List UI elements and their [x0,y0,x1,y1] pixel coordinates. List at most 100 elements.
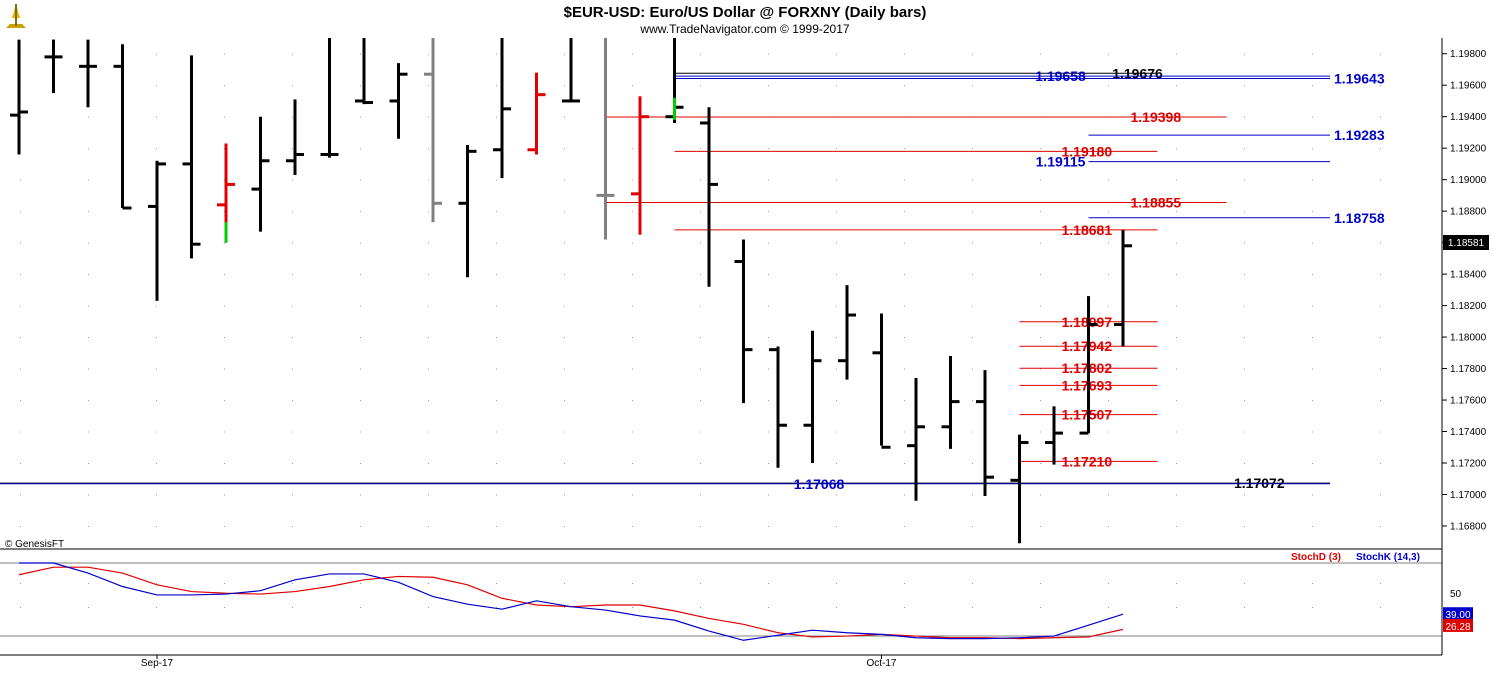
grid-dot [360,525,361,527]
grid-dot [156,85,157,87]
level-label: 1.19180 [1062,143,1113,159]
grid-dot [360,305,361,307]
grid-dot [700,431,701,433]
grid-dot [1312,305,1313,307]
grid-dot [1108,431,1109,433]
grid-dot [88,148,89,150]
grid-dot [292,116,293,118]
grid-dot [700,242,701,244]
grid-dot [972,431,973,433]
grid-dot [428,494,429,496]
grid-dot [292,431,293,433]
grid-dot [88,179,89,181]
grid-dot [428,179,429,181]
y-tick-label: 1.18800 [1450,207,1487,218]
level-label: 1.17072 [1234,475,1285,491]
grid-dot [496,85,497,87]
grid-dot [972,607,973,608]
grid-dot [972,53,973,55]
chart-title: $EUR-USD: Euro/US Dollar @ FORXNY (Daily… [564,4,927,21]
grid-dot [1244,607,1245,608]
grid-dot [904,463,905,464]
grid-dot [20,583,21,584]
grid-dot [700,211,701,213]
grid-dot [564,368,565,370]
grid-dot [88,607,89,608]
grid-dot [836,274,837,276]
grid-dot [632,368,633,370]
grid-dot [1312,211,1313,213]
grid-dot [904,242,905,244]
grid-dot [224,274,225,276]
grid-dot [1108,85,1109,87]
grid-dot [1244,463,1245,464]
stoch-tick-label: 50 [1450,589,1462,600]
grid-dot [700,53,701,55]
grid-dot [428,463,429,464]
grid-dot [1380,494,1381,496]
grid-dot [564,211,565,213]
grid-dot [156,116,157,118]
grid-dot [292,525,293,527]
level-label: 1.17507 [1062,407,1113,423]
grid-dot [1040,148,1041,150]
grid-dot [1108,463,1109,464]
level-label: 1.18855 [1131,194,1182,210]
grid-dot [156,305,157,307]
grid-dot [1244,525,1245,527]
grid-dot [360,211,361,213]
grid-dot [1040,494,1041,496]
grid-dot [292,53,293,55]
grid-dot [1176,607,1177,608]
grid-dot [1040,242,1041,244]
level-label: 1.17693 [1062,377,1113,393]
grid-dot [1244,368,1245,370]
grid-dot [1244,305,1245,307]
stoch-lines [18,562,1124,641]
grid-dot [632,494,633,496]
grid-dot [1244,274,1245,276]
stoch-d-value-box [1443,618,1473,632]
grid-dot [20,274,21,276]
grid-dot [156,368,157,370]
grid-dot [1176,494,1177,496]
grid-dot [224,116,225,118]
grid-dot [360,53,361,55]
grid-dot [428,368,429,370]
grid-dot [904,400,905,402]
y-tick-label: 1.17400 [1450,427,1487,438]
grid-dot [224,53,225,55]
grid-dot [1244,179,1245,181]
grid-dot [20,431,21,433]
grid-dot [496,53,497,55]
grid-dot [292,211,293,213]
grid-dot [1244,116,1245,118]
stoch-d-line [18,566,1124,640]
time-axis: Sep-17 Oct-17 [141,655,897,669]
grid-dot [836,431,837,433]
grid-dot [904,305,905,307]
y-tick-label: 1.19400 [1450,112,1487,123]
last-price-value: 1.18581 [1448,238,1485,249]
grid-dot [428,116,429,118]
grid-dot [156,400,157,402]
grid-dot [1176,274,1177,276]
grid-dot [904,368,905,370]
grid-dot [836,463,837,464]
grid-dot [1244,53,1245,55]
grid-dot [836,494,837,496]
grid-dot [1380,53,1381,55]
grid-dot [768,274,769,276]
grid-dot [1040,607,1041,608]
grid-dot [564,431,565,433]
grid-dot [768,607,769,608]
grid-dot [836,211,837,213]
grid-dot [496,463,497,464]
grid-dot [972,242,973,244]
grid-dot [1040,337,1041,339]
grid-dot [1108,337,1109,339]
grid-dot [1176,431,1177,433]
grid-dot [1176,242,1177,244]
grid-dot [428,583,429,584]
grid-dot [88,211,89,213]
